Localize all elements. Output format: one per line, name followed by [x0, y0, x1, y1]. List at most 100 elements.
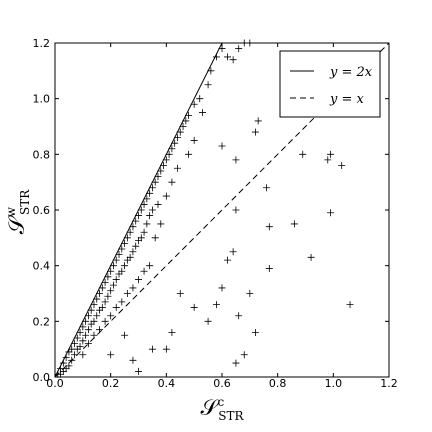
- data-point: [199, 109, 207, 117]
- data-point: [129, 284, 137, 292]
- data-point: [212, 301, 220, 309]
- data-point: [76, 342, 84, 350]
- data-point: [104, 292, 112, 300]
- x-tick-label: 0.6: [213, 377, 231, 390]
- data-point: [254, 117, 262, 125]
- data-point: [129, 356, 137, 364]
- y-axis-label: 𝒮wSTR: [4, 189, 32, 235]
- data-point: [176, 290, 184, 297]
- legend-label: y = 2x: [329, 65, 373, 80]
- y-tick-label: 0.0: [33, 371, 51, 384]
- data-point: [123, 256, 131, 264]
- data-point: [218, 142, 226, 150]
- data-point: [232, 359, 240, 367]
- legend-box: [279, 50, 381, 118]
- y-tick-label: 1.2: [33, 37, 51, 50]
- data-point: [101, 317, 109, 325]
- data-point: [229, 56, 237, 64]
- data-point: [129, 248, 137, 256]
- data-point: [107, 287, 115, 295]
- data-point: [140, 267, 148, 275]
- data-point: [157, 220, 165, 228]
- data-point: [251, 328, 259, 336]
- data-point: [146, 212, 154, 220]
- x-tick-label: 1.0: [325, 377, 343, 390]
- data-point: [121, 331, 129, 339]
- data-point: [82, 331, 90, 339]
- data-point: [96, 306, 104, 314]
- data-point: [168, 178, 176, 186]
- data-point: [107, 312, 115, 320]
- data-point: [121, 262, 129, 270]
- data-point: [162, 192, 170, 200]
- data-point: [299, 150, 307, 158]
- y-label-symbol: 𝒮: [5, 215, 30, 234]
- x-axis-label: 𝒮c STR: [200, 395, 244, 423]
- data-point: [65, 362, 73, 370]
- y-label-superscript: w: [4, 206, 18, 217]
- y-tick-label: 0.6: [33, 204, 51, 217]
- data-point: [93, 312, 101, 320]
- data-point: [162, 345, 170, 353]
- data-point: [118, 267, 126, 275]
- data-point: [307, 253, 315, 261]
- data-point: [218, 284, 226, 292]
- x-tick-label: 0.0: [46, 377, 64, 390]
- plot-frame: [54, 42, 390, 378]
- data-point: [235, 312, 243, 320]
- data-point: [135, 367, 142, 375]
- data-point: [224, 53, 232, 61]
- data-point: [109, 281, 117, 289]
- data-point: [148, 345, 156, 353]
- data-point: [251, 128, 259, 136]
- data-point: [324, 156, 332, 164]
- data-point: [151, 234, 159, 242]
- data-point: [132, 242, 140, 250]
- data-point: [148, 206, 156, 214]
- data-point: [115, 270, 123, 278]
- data-point: [112, 276, 120, 284]
- data-point: [263, 184, 271, 192]
- data-point: [327, 150, 335, 158]
- x-tick-label: 0.8: [269, 377, 287, 390]
- data-point: [101, 298, 109, 306]
- data-point: [232, 206, 240, 214]
- data-point: [168, 328, 176, 336]
- legend-label: y = x: [329, 92, 365, 107]
- data-point: [185, 150, 193, 158]
- x-tick-label: 0.2: [102, 377, 120, 390]
- data-point: [146, 262, 154, 270]
- x-label-subscript: STR: [218, 409, 244, 423]
- y-tick-label: 0.8: [33, 148, 51, 161]
- data-point: [79, 337, 87, 345]
- data-point: [135, 237, 142, 245]
- data-point: [346, 301, 354, 309]
- data-point: [87, 320, 95, 328]
- data-point: [246, 290, 254, 297]
- data-point: [137, 234, 145, 242]
- data-point: [290, 220, 298, 228]
- data-point: [84, 326, 92, 334]
- reference-line: [54, 42, 223, 378]
- data-point: [98, 303, 106, 311]
- data-point: [265, 264, 273, 272]
- data-point: [190, 136, 198, 144]
- data-point: [232, 156, 240, 164]
- data-point: [235, 45, 243, 53]
- data-point: [204, 317, 212, 325]
- x-label-symbol: 𝒮: [200, 396, 219, 421]
- data-point: [140, 228, 148, 236]
- data-point: [204, 81, 212, 89]
- data-point: [154, 200, 162, 208]
- data-point: [123, 290, 131, 297]
- data-point: [79, 351, 87, 359]
- y-tick-label: 0.4: [33, 260, 51, 273]
- y-label-subscript: STR: [18, 189, 32, 215]
- data-point: [118, 298, 126, 306]
- data-point: [135, 276, 142, 284]
- data-point: [112, 303, 120, 311]
- data-point: [265, 223, 273, 231]
- data-point: [173, 164, 181, 172]
- x-label-superscript: c: [218, 395, 225, 409]
- x-tick-label: 1.2: [380, 377, 398, 390]
